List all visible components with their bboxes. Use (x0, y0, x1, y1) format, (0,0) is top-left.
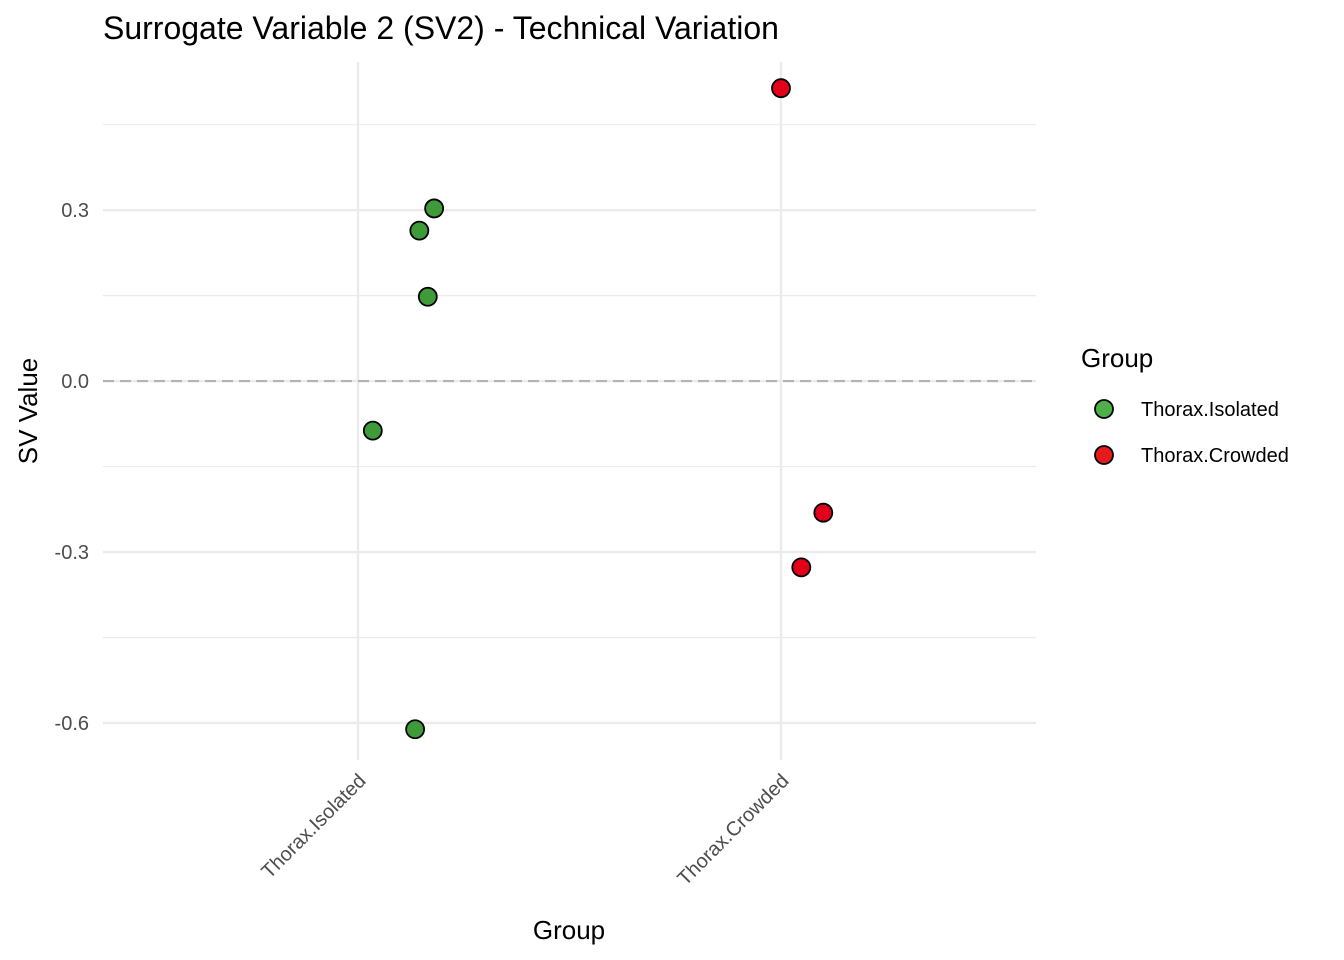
x-tick-label: Thorax.Isolated (257, 770, 370, 883)
data-point (405, 719, 426, 740)
data-point (409, 220, 430, 241)
y-tick-label: 0.0 (61, 371, 89, 393)
grid (103, 62, 1036, 760)
y-tick-label: -0.3 (55, 542, 89, 564)
legend-items: Thorax.Isolated Thorax.Crowded (1094, 399, 1289, 467)
data-point (813, 502, 834, 523)
y-tick-label: -0.6 (55, 713, 89, 735)
legend: Group Thorax.Isolated Thorax.Crowded (1081, 343, 1289, 467)
legend-title: Group (1081, 343, 1153, 373)
legend-key (1094, 445, 1114, 465)
data-point (362, 420, 383, 441)
y-tick-label: 0.3 (61, 200, 89, 222)
y-axis-title: SV Value (13, 358, 43, 464)
chart-title: Surrogate Variable 2 (SV2) - Technical V… (103, 10, 779, 46)
data-points (362, 78, 834, 740)
y-axis-tick-labels: -0.6 -0.3 0.0 0.3 (55, 200, 89, 735)
legend-label: Thorax.Crowded (1141, 445, 1289, 467)
x-axis-tick-labels: Thorax.Isolated Thorax.Crowded (257, 770, 793, 890)
data-point (417, 286, 438, 307)
data-point (791, 557, 812, 578)
x-tick-label: Thorax.Crowded (673, 770, 793, 890)
legend-label: Thorax.Isolated (1141, 399, 1279, 421)
data-point (771, 78, 791, 99)
x-axis-title: Group (533, 915, 605, 945)
data-point (424, 198, 445, 219)
legend-key (1094, 399, 1114, 419)
